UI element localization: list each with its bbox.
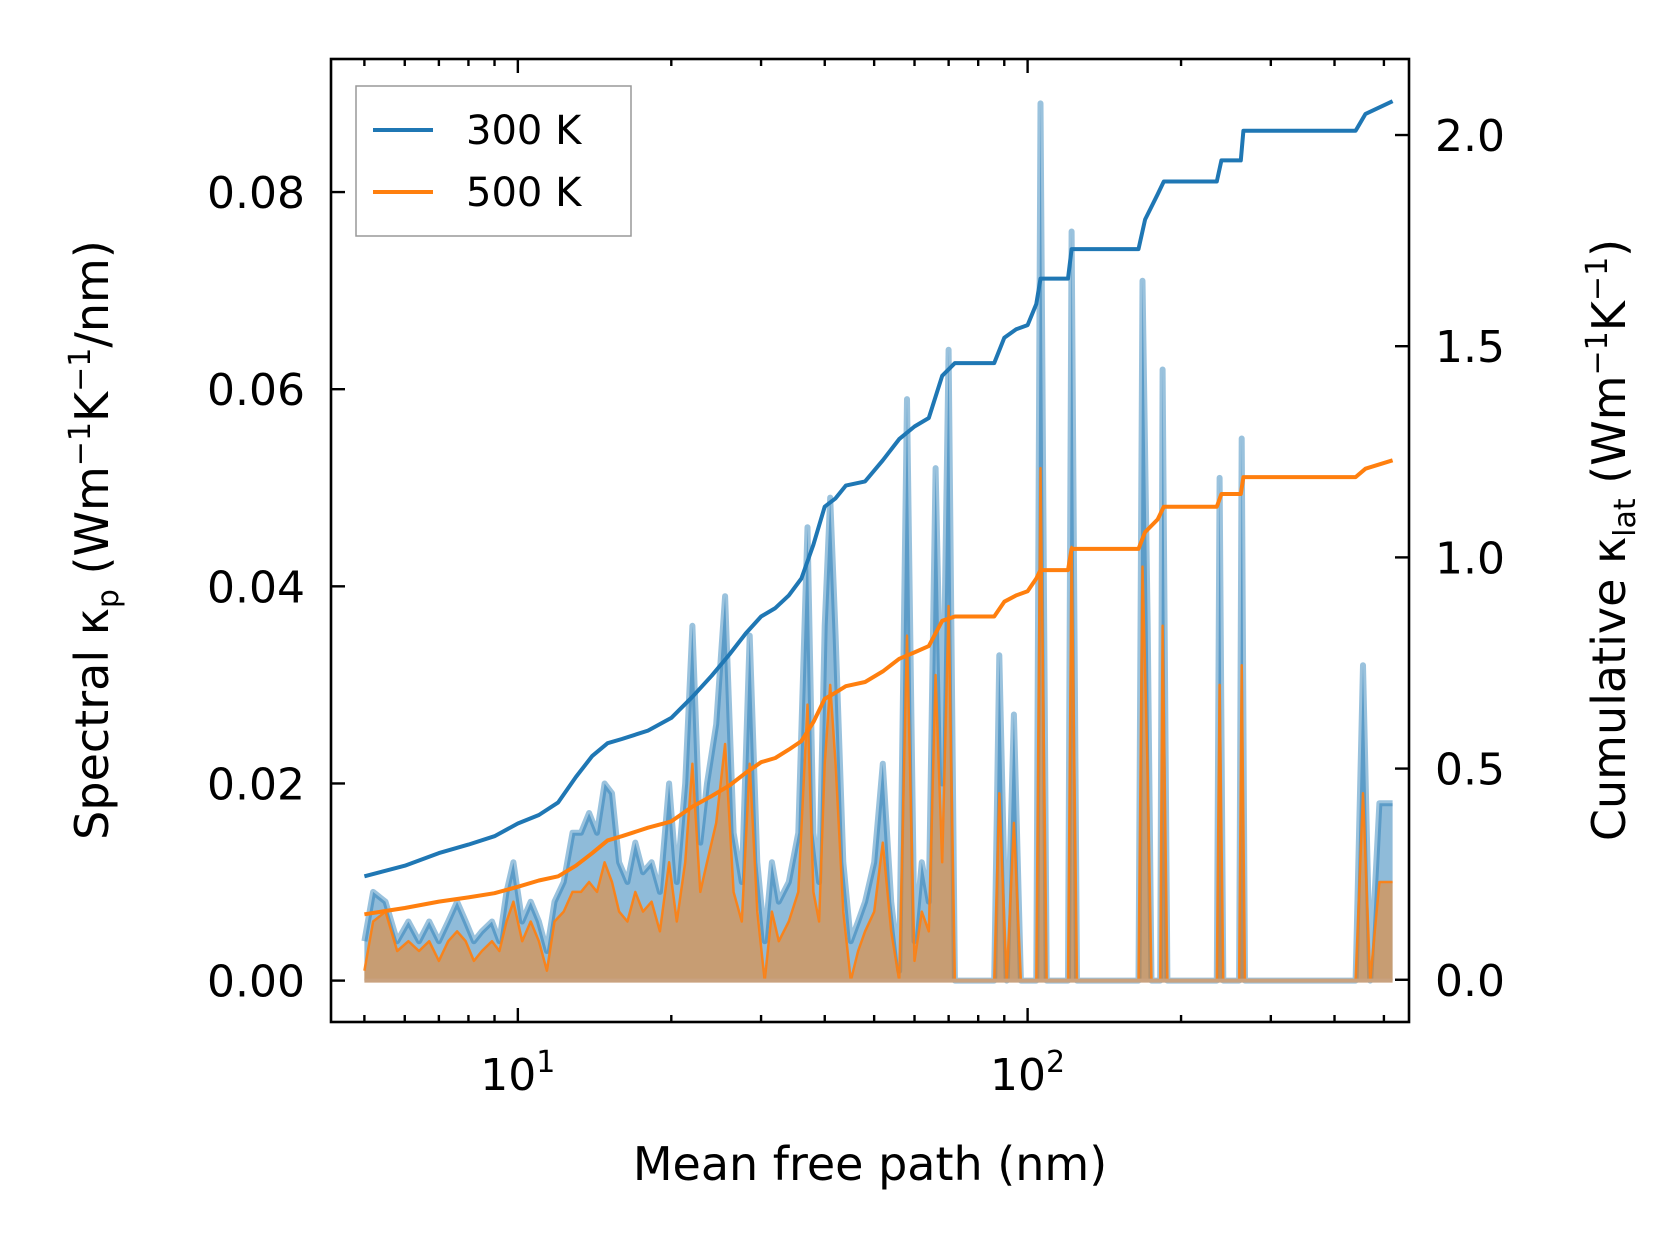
y-left-tick-label: 0.00 [207,957,305,1008]
y-right-tick-label: 1.5 [1435,322,1505,373]
plot-area [361,99,1394,984]
y-left-tick-label: 0.04 [207,562,305,613]
cumulative-line-500k [364,458,1394,917]
y-right-tick-label: 1.0 [1435,533,1505,584]
ticks: 101 102 0.00 0.02 0.04 0.06 0.08 0.0 0.5 1.0 1.5 2.… [207,59,1505,1101]
y-axis-left-title: Spectral κp (Wm−1K−1/nm) [63,240,126,840]
x-tick-label: 102 [990,1045,1065,1101]
cumulative-line-300k [363,99,1394,879]
y-axis-right-title: Cumulative κlat (Wm−1K−1) [1580,239,1643,841]
y-left-tick-label: 0.08 [207,168,305,219]
y-left-tick-label: 0.02 [207,759,305,810]
y-right-tick-label: 0.0 [1435,956,1505,1007]
legend-label-500k: 500 K [466,170,583,216]
legend-label-300k: 300 K [466,108,583,154]
y-left-tick-label: 0.06 [207,365,305,416]
y-right-tick-label: 2.0 [1435,111,1505,162]
x-axis-title: Mean free path (nm) [633,1137,1107,1191]
legend-box [355,85,632,237]
legend: 300 K 500 K [355,85,632,237]
y-right-tick-label: 0.5 [1435,745,1505,796]
x-tick-label: 101 [480,1045,555,1101]
plot-frame [329,57,1411,1024]
